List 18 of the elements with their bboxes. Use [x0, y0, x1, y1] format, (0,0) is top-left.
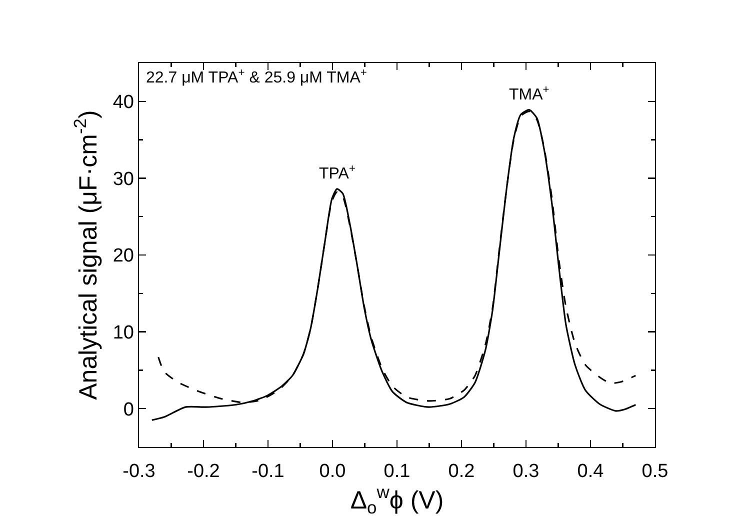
y-tick-label: 40 [112, 92, 134, 114]
annotation: 22.7 μM TPA$^{+}$ & 25.9 μM TMA$^{+}$ [146, 67, 367, 87]
y-tick-label: 30 [112, 168, 134, 190]
x-tick-label: -0.3 [122, 461, 156, 482]
x-tick-label: -0.2 [187, 461, 220, 482]
x-tick-label: 0.1 [384, 461, 410, 482]
annotation: TPA$^{+}$ [319, 163, 356, 183]
y-tick-label: 20 [112, 246, 134, 267]
x-tick-label: 0.5 [642, 461, 668, 482]
x-tick-label: 0.3 [512, 461, 540, 482]
x-tick-label: 0.4 [577, 461, 604, 482]
x-axis-title: Δ$_{o}$$^{w}$ϕ (V) [350, 482, 444, 518]
x-tick-label: 0.0 [319, 461, 346, 482]
y-tick-label: 10 [112, 322, 134, 344]
x-tick-label: -0.1 [252, 461, 284, 482]
y-tick-label: 0 [123, 399, 134, 420]
annotation: TMA$^{+}$ [509, 84, 550, 104]
x-tick-label: 0.2 [448, 461, 475, 482]
